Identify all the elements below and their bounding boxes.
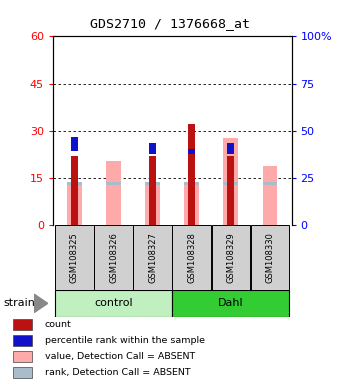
Bar [55, 225, 94, 290]
Bar [227, 156, 234, 225]
Bar [145, 182, 160, 185]
Bar [67, 183, 82, 225]
Text: GSM108326: GSM108326 [109, 232, 118, 283]
Bar [173, 225, 211, 290]
Bar [94, 225, 133, 290]
Text: strain: strain [3, 298, 35, 308]
Bar [55, 290, 172, 317]
Bar [106, 161, 121, 225]
Bar [263, 166, 278, 225]
Bar [71, 156, 78, 225]
Text: GSM108325: GSM108325 [70, 232, 79, 283]
Polygon shape [34, 294, 48, 313]
Bar [188, 124, 195, 225]
Bar [149, 156, 156, 225]
Bar [184, 183, 199, 225]
Bar [223, 182, 238, 185]
Bar [13, 335, 32, 346]
Bar [184, 182, 199, 185]
Bar [223, 138, 238, 225]
Text: GSM108329: GSM108329 [226, 232, 235, 283]
Bar [13, 319, 32, 330]
Text: GSM108330: GSM108330 [266, 232, 275, 283]
Bar [263, 182, 278, 185]
Text: GSM108328: GSM108328 [187, 232, 196, 283]
Text: count: count [45, 320, 72, 329]
Text: GDS2710 / 1376668_at: GDS2710 / 1376668_at [90, 17, 251, 30]
Bar [13, 367, 32, 378]
Bar [145, 183, 160, 225]
Text: percentile rank within the sample: percentile rank within the sample [45, 336, 205, 345]
Bar [188, 149, 195, 154]
Bar [133, 225, 172, 290]
Bar [71, 137, 78, 151]
Text: value, Detection Call = ABSENT: value, Detection Call = ABSENT [45, 352, 195, 361]
Text: control: control [94, 298, 133, 308]
Bar [106, 182, 121, 185]
Bar [251, 225, 290, 290]
Bar [173, 290, 290, 317]
Text: rank, Detection Call = ABSENT: rank, Detection Call = ABSENT [45, 368, 191, 377]
Text: GSM108327: GSM108327 [148, 232, 157, 283]
Bar [211, 225, 250, 290]
Bar [149, 143, 156, 154]
Bar [13, 351, 32, 362]
Bar [67, 182, 82, 185]
Text: Dahl: Dahl [218, 298, 244, 308]
Bar [227, 143, 234, 154]
